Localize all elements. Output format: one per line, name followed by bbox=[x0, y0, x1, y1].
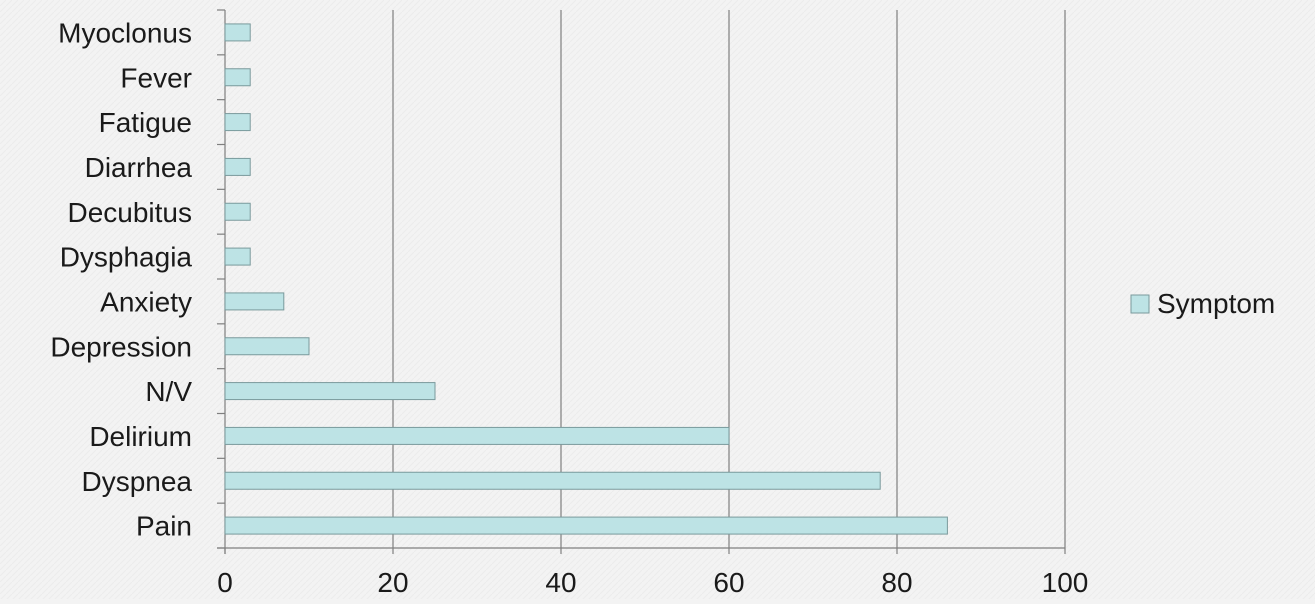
legend-label-symptom: Symptom bbox=[1157, 288, 1275, 319]
bar-myoclonus bbox=[224, 23, 251, 42]
category-label-diarrhea: Diarrhea bbox=[85, 152, 193, 183]
x-tick-label-20: 20 bbox=[377, 567, 408, 598]
legend-swatch-symptom bbox=[1130, 294, 1150, 314]
bar-dyspnea bbox=[224, 471, 881, 490]
x-tick-label-100: 100 bbox=[1042, 567, 1089, 598]
category-label-dyspnea: Dyspnea bbox=[81, 466, 192, 497]
legend: Symptom bbox=[1130, 288, 1275, 319]
bars bbox=[224, 23, 948, 535]
bar-n-v bbox=[224, 382, 436, 401]
bar-diarrhea bbox=[224, 157, 251, 176]
category-labels: Pain Dyspnea Delirium N/V Depression Anxiety D… bbox=[50, 17, 192, 541]
x-tick-label-0: 0 bbox=[217, 567, 233, 598]
bar-anxiety bbox=[224, 292, 285, 311]
gridlines bbox=[392, 10, 1066, 548]
bar-decubitus bbox=[224, 202, 251, 221]
bar-dysphagia bbox=[224, 247, 251, 266]
x-tick-label-40: 40 bbox=[545, 567, 576, 598]
axes bbox=[217, 9, 1066, 554]
x-tick-labels: 0 20 40 60 80 100 bbox=[217, 567, 1088, 598]
category-label-delirium: Delirium bbox=[89, 421, 192, 452]
category-label-decubitus: Decubitus bbox=[67, 197, 192, 228]
bar-pain bbox=[224, 516, 948, 535]
x-tick-label-80: 80 bbox=[881, 567, 912, 598]
category-label-n-v: N/V bbox=[145, 376, 192, 407]
x-tick-label-60: 60 bbox=[713, 567, 744, 598]
category-label-pain: Pain bbox=[136, 511, 192, 542]
category-label-anxiety: Anxiety bbox=[100, 286, 192, 317]
bar-fatigue bbox=[224, 113, 251, 132]
category-label-depression: Depression bbox=[50, 331, 192, 362]
category-label-dysphagia: Dysphagia bbox=[60, 242, 193, 273]
bar-delirium bbox=[224, 426, 730, 445]
category-label-myoclonus: Myoclonus bbox=[58, 17, 192, 48]
bar-depression bbox=[224, 337, 310, 356]
category-label-fatigue: Fatigue bbox=[99, 107, 192, 138]
category-label-fever: Fever bbox=[120, 62, 192, 93]
bar-fever bbox=[224, 68, 251, 87]
